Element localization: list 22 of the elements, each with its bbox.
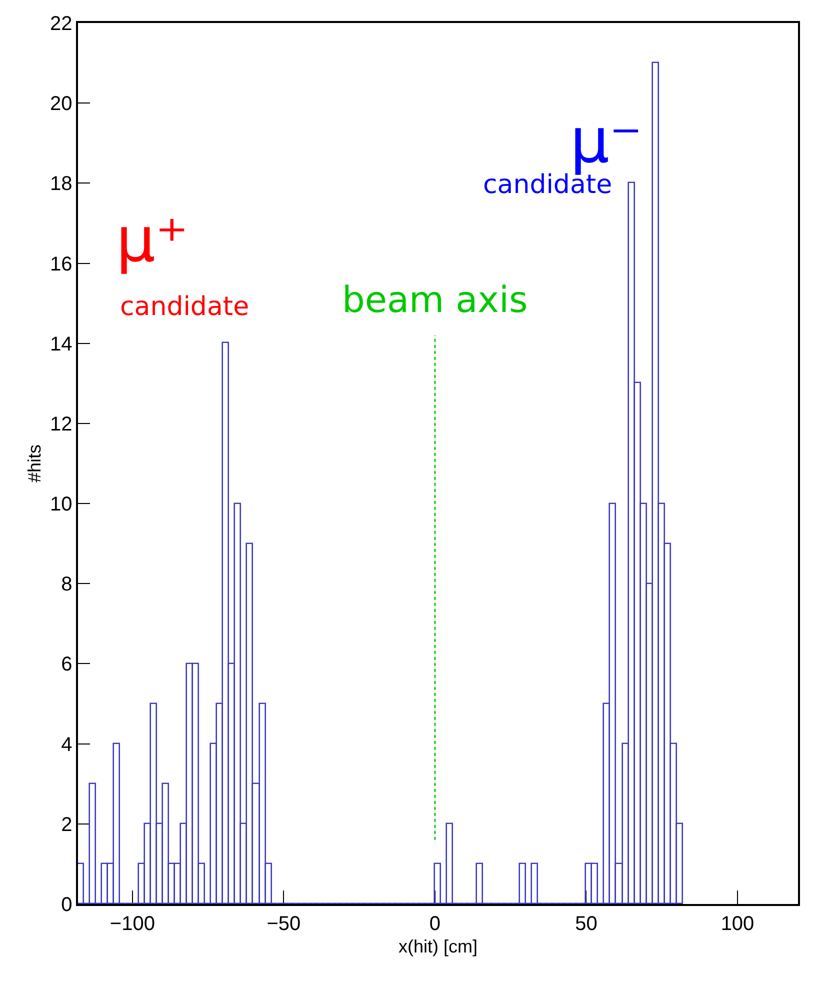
- series-label: beam axis: [342, 280, 528, 321]
- y-tick-label: 12: [50, 413, 72, 436]
- y-tick-label: 4: [61, 734, 72, 756]
- x-tick-label: −50: [266, 912, 301, 935]
- annotation: μ⁺: [116, 203, 188, 276]
- y-tick-label: 10: [50, 494, 72, 516]
- y-tick-label: 20: [50, 93, 72, 116]
- y-tick-label: 14: [50, 333, 72, 356]
- y-tick-label: 16: [50, 253, 72, 276]
- x-tick-label: 50: [575, 912, 598, 935]
- x-tick-label: −100: [110, 912, 155, 935]
- x-axis-title: x(hit) [cm]: [398, 936, 478, 956]
- y-axis-title: #hits: [24, 444, 45, 483]
- y-tick-label: 6: [61, 654, 72, 676]
- y-tick-label: 22: [50, 13, 72, 35]
- y-tick-label: 2: [61, 814, 72, 836]
- annotation: candidate: [120, 292, 250, 322]
- x-tick-label: 100: [720, 912, 754, 935]
- x-tick-label: 0: [429, 912, 441, 935]
- y-tick-label: 8: [61, 574, 72, 596]
- y-tick-label: 0: [61, 894, 72, 916]
- y-tick-label: 18: [50, 173, 72, 196]
